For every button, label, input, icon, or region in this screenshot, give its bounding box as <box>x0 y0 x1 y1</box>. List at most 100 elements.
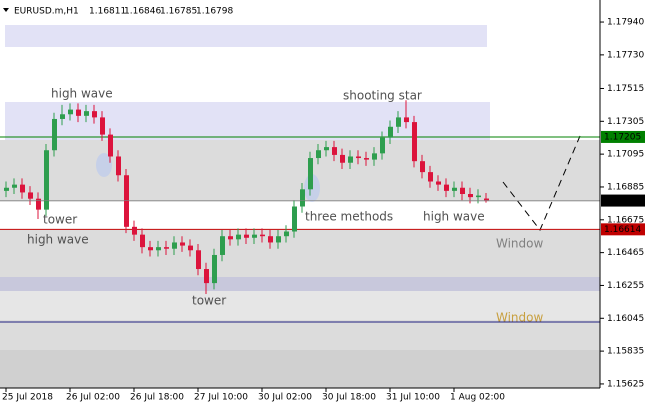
y-tick-label: 1.17305 <box>607 117 644 127</box>
y-tick-label: 1.16465 <box>607 248 644 258</box>
price-label: 1.16614 <box>604 225 641 235</box>
candle-body <box>36 198 41 210</box>
x-tick-label: 31 Jul 10:00 <box>386 393 440 403</box>
ohlc-low: 1.16785 <box>160 7 197 17</box>
highlight <box>96 153 112 177</box>
menu-arrow[interactable] <box>3 8 9 12</box>
candle-body <box>28 192 33 199</box>
candle-body <box>332 147 337 155</box>
candle-body <box>156 247 161 251</box>
candle-body <box>204 269 209 284</box>
y-tick-label: 1.16045 <box>607 314 644 324</box>
candle-body <box>92 111 97 118</box>
candle-body <box>452 187 457 191</box>
x-tick-label: 25 Jul 2018 <box>2 393 53 403</box>
plot <box>0 100 600 295</box>
candle-body <box>52 118 57 151</box>
zone <box>0 291 600 320</box>
candle-body <box>356 156 361 159</box>
x-tick-label: 30 Jul 18:00 <box>322 393 376 403</box>
candle-body <box>180 242 185 246</box>
candle-body <box>460 187 465 194</box>
x-tick-label: 1 Aug 02:00 <box>450 393 505 403</box>
y-tick-label: 1.17515 <box>607 84 644 94</box>
candle-body <box>220 236 225 255</box>
candle-body <box>12 184 17 188</box>
candle-body <box>420 161 425 173</box>
price-label: 1.17205 <box>604 132 641 142</box>
ohlc-high: 1.16846 <box>124 7 161 17</box>
candle-body <box>20 184 25 193</box>
symbol: EURUSD.m,H1 <box>14 7 79 17</box>
candle-body <box>100 117 105 135</box>
annotation: Window <box>496 237 544 251</box>
y-tick-label: 1.17940 <box>607 18 644 28</box>
candle-body <box>68 109 73 115</box>
candle-body <box>340 154 345 163</box>
price-label: 1.16798 <box>604 196 641 206</box>
candle-body <box>252 234 257 238</box>
candle-body <box>372 153 377 160</box>
candle-body <box>116 156 121 176</box>
candle-body <box>276 236 281 243</box>
annotation: tower <box>192 294 226 308</box>
x-tick-label: 30 Jul 02:00 <box>258 393 312 403</box>
candle-body <box>196 250 201 270</box>
y-tick-label: 1.15835 <box>607 347 644 357</box>
candle-body <box>388 126 393 138</box>
y-tick-label: 1.17730 <box>607 50 644 60</box>
y-tick-label: 1.16255 <box>607 281 644 291</box>
candle-body <box>404 117 409 123</box>
candle-body <box>300 189 305 207</box>
candle-body <box>412 122 417 162</box>
candle-body <box>476 195 481 198</box>
candle-body <box>468 194 473 198</box>
candle-body <box>60 114 65 119</box>
candle-body <box>140 234 145 248</box>
candle-body <box>212 254 217 284</box>
candle-body <box>428 172 433 182</box>
candle-body <box>76 109 81 116</box>
candle-body <box>284 231 289 237</box>
x-tick-label: 26 Jul 02:00 <box>66 393 120 403</box>
candle-body <box>236 234 241 240</box>
price-label-box <box>601 194 645 207</box>
zone <box>0 277 600 291</box>
annotation: Window <box>496 311 544 325</box>
y-tick-label: 1.17095 <box>607 150 644 160</box>
x-tick-label: 26 Jul 18:00 <box>130 393 184 403</box>
candle-body <box>244 234 249 238</box>
candle-body <box>268 236 273 243</box>
candle-body <box>228 236 233 240</box>
candle-body <box>484 198 489 201</box>
projection <box>502 135 581 231</box>
candle-body <box>188 245 193 251</box>
candle-body <box>324 147 329 151</box>
annotation: high wave <box>27 233 89 247</box>
candle-body <box>124 175 129 227</box>
y-tick-label: 1.16885 <box>607 182 644 192</box>
ohlc-open: 1.16811 <box>89 7 126 17</box>
candle-body <box>380 137 385 154</box>
candle-body <box>364 158 369 160</box>
annotation: shooting star <box>343 89 422 103</box>
y-tick-label: 1.16675 <box>607 215 644 225</box>
candle-body <box>292 206 297 232</box>
y-tick-label: 1.15625 <box>607 379 644 389</box>
candle-body <box>44 150 49 210</box>
zone <box>0 350 600 388</box>
candle-body <box>348 156 353 163</box>
candle-body <box>84 111 89 116</box>
zone <box>5 25 487 47</box>
candle-body <box>260 234 265 237</box>
price-label-box <box>601 130 645 143</box>
annotation: tower <box>43 213 77 227</box>
annotation: three methods <box>305 210 393 224</box>
candle-body <box>108 134 113 157</box>
candle-body <box>164 247 169 249</box>
candle-body <box>316 150 321 159</box>
candle-body <box>308 158 313 190</box>
candle-body <box>4 187 9 191</box>
annotation: high wave <box>423 210 485 224</box>
x-tick-label: 27 Jul 10:00 <box>194 393 248 403</box>
